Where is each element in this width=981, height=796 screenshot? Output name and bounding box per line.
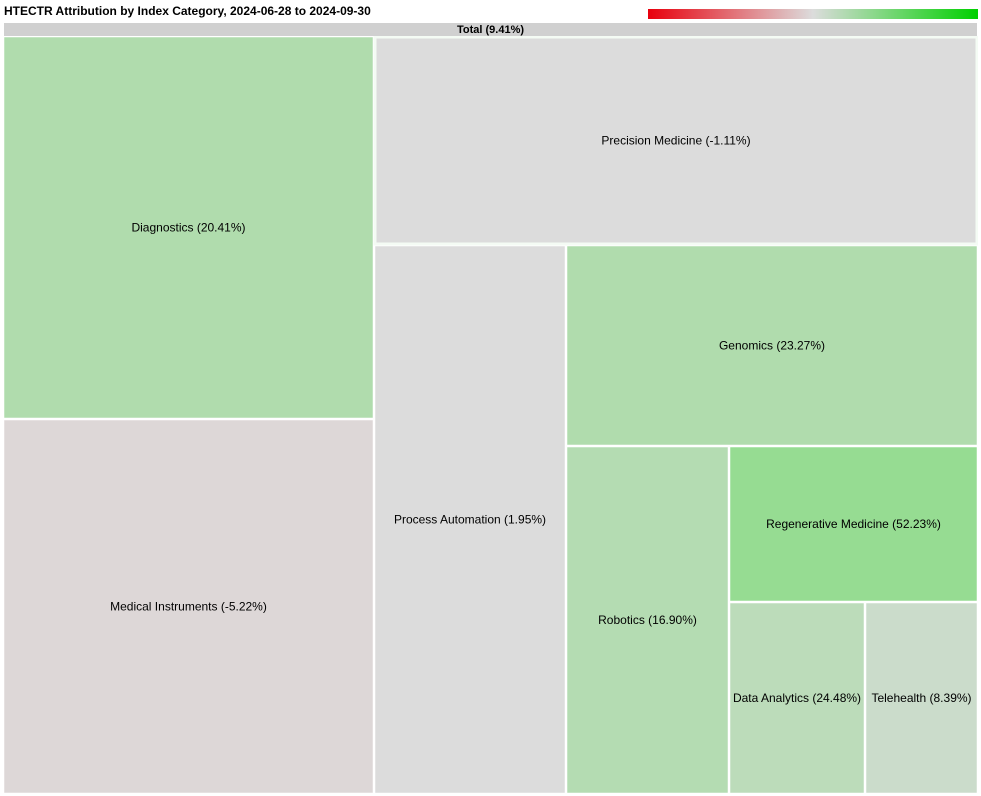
tile-highlight-outline (373, 36, 978, 246)
tile-robotics[interactable]: Robotics (16.90%) (565, 445, 730, 794)
total-node[interactable]: Total (9.41%) (4, 23, 977, 36)
tile-rect-diagnostics[interactable] (3, 36, 375, 420)
tile-medical-instruments[interactable]: Medical Instruments (-5.22%) (3, 418, 375, 794)
tile-label-medical-instruments: Medical Instruments (-5.22%) (110, 600, 267, 614)
chart-title: HTECTR Attribution by Index Category, 20… (4, 4, 371, 18)
tile-regenerative-medicine[interactable]: Regenerative Medicine (52.23%) (728, 445, 978, 603)
tile-rect-regenerative-medicine[interactable] (728, 445, 978, 603)
tile-rect-genomics[interactable] (565, 244, 978, 447)
color-scale-legend (648, 9, 978, 19)
tile-label-process-automation: Process Automation (1.95%) (394, 513, 546, 527)
tile-rect-telehealth[interactable] (864, 601, 978, 794)
tile-data-analytics[interactable]: Data Analytics (24.48%) (728, 601, 866, 794)
tile-label-telehealth: Telehealth (8.39%) (871, 691, 971, 705)
tile-label-data-analytics: Data Analytics (24.48%) (733, 691, 861, 705)
tile-label-diagnostics: Diagnostics (20.41%) (131, 221, 245, 235)
tile-precision-medicine[interactable]: Precision Medicine (-1.11%) (373, 36, 978, 246)
tile-rect-process-automation[interactable] (373, 244, 567, 794)
tile-label-robotics: Robotics (16.90%) (598, 613, 697, 627)
tile-rect-data-analytics[interactable] (728, 601, 866, 794)
tile-rect-robotics[interactable] (565, 445, 730, 794)
tile-diagnostics[interactable]: Diagnostics (20.41%) (3, 36, 375, 420)
tile-label-regenerative-medicine: Regenerative Medicine (52.23%) (766, 517, 941, 531)
color-scale-bar (648, 9, 978, 19)
tile-rect-medical-instruments[interactable] (3, 418, 375, 794)
tile-telehealth[interactable]: Telehealth (8.39%) (864, 601, 978, 794)
tile-label-genomics: Genomics (23.27%) (719, 339, 825, 353)
tile-label-precision-medicine: Precision Medicine (-1.11%) (601, 134, 750, 148)
treemap: Diagnostics (20.41%) Medical Instruments … (3, 36, 978, 794)
tile-process-automation[interactable]: Process Automation (1.95%) (373, 244, 567, 794)
tile-genomics[interactable]: Genomics (23.27%) (565, 244, 978, 447)
